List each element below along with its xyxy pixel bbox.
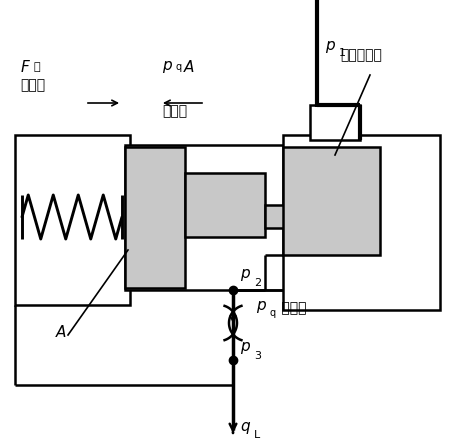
Text: 定差减压阀: 定差减压阀 <box>340 48 382 62</box>
Text: $p$: $p$ <box>240 267 251 283</box>
Bar <box>185 173 265 237</box>
Text: $q$: $q$ <box>240 420 251 436</box>
Bar <box>125 147 185 288</box>
Text: $p$: $p$ <box>162 59 173 75</box>
Bar <box>283 147 380 255</box>
Text: q: q <box>270 308 276 318</box>
Bar <box>265 205 313 228</box>
Bar <box>310 105 360 140</box>
Text: $A$: $A$ <box>183 59 195 75</box>
Bar <box>283 135 440 310</box>
Text: $p$: $p$ <box>240 340 251 356</box>
Text: q: q <box>176 62 182 72</box>
Text: L: L <box>254 430 260 440</box>
Text: 2: 2 <box>254 278 261 288</box>
Text: 1: 1 <box>339 48 346 58</box>
Text: 指: 指 <box>34 62 41 72</box>
Text: $p$: $p$ <box>325 39 336 55</box>
Bar <box>125 145 305 290</box>
Text: 压差力: 压差力 <box>162 104 187 118</box>
Text: 3: 3 <box>254 351 261 361</box>
Bar <box>15 135 130 305</box>
Text: 弹簧力: 弹簧力 <box>20 78 45 92</box>
Text: $p$: $p$ <box>256 299 267 315</box>
Text: 节流阀: 节流阀 <box>277 301 307 315</box>
Text: $A$: $A$ <box>55 324 67 340</box>
Text: $F$: $F$ <box>20 59 31 75</box>
